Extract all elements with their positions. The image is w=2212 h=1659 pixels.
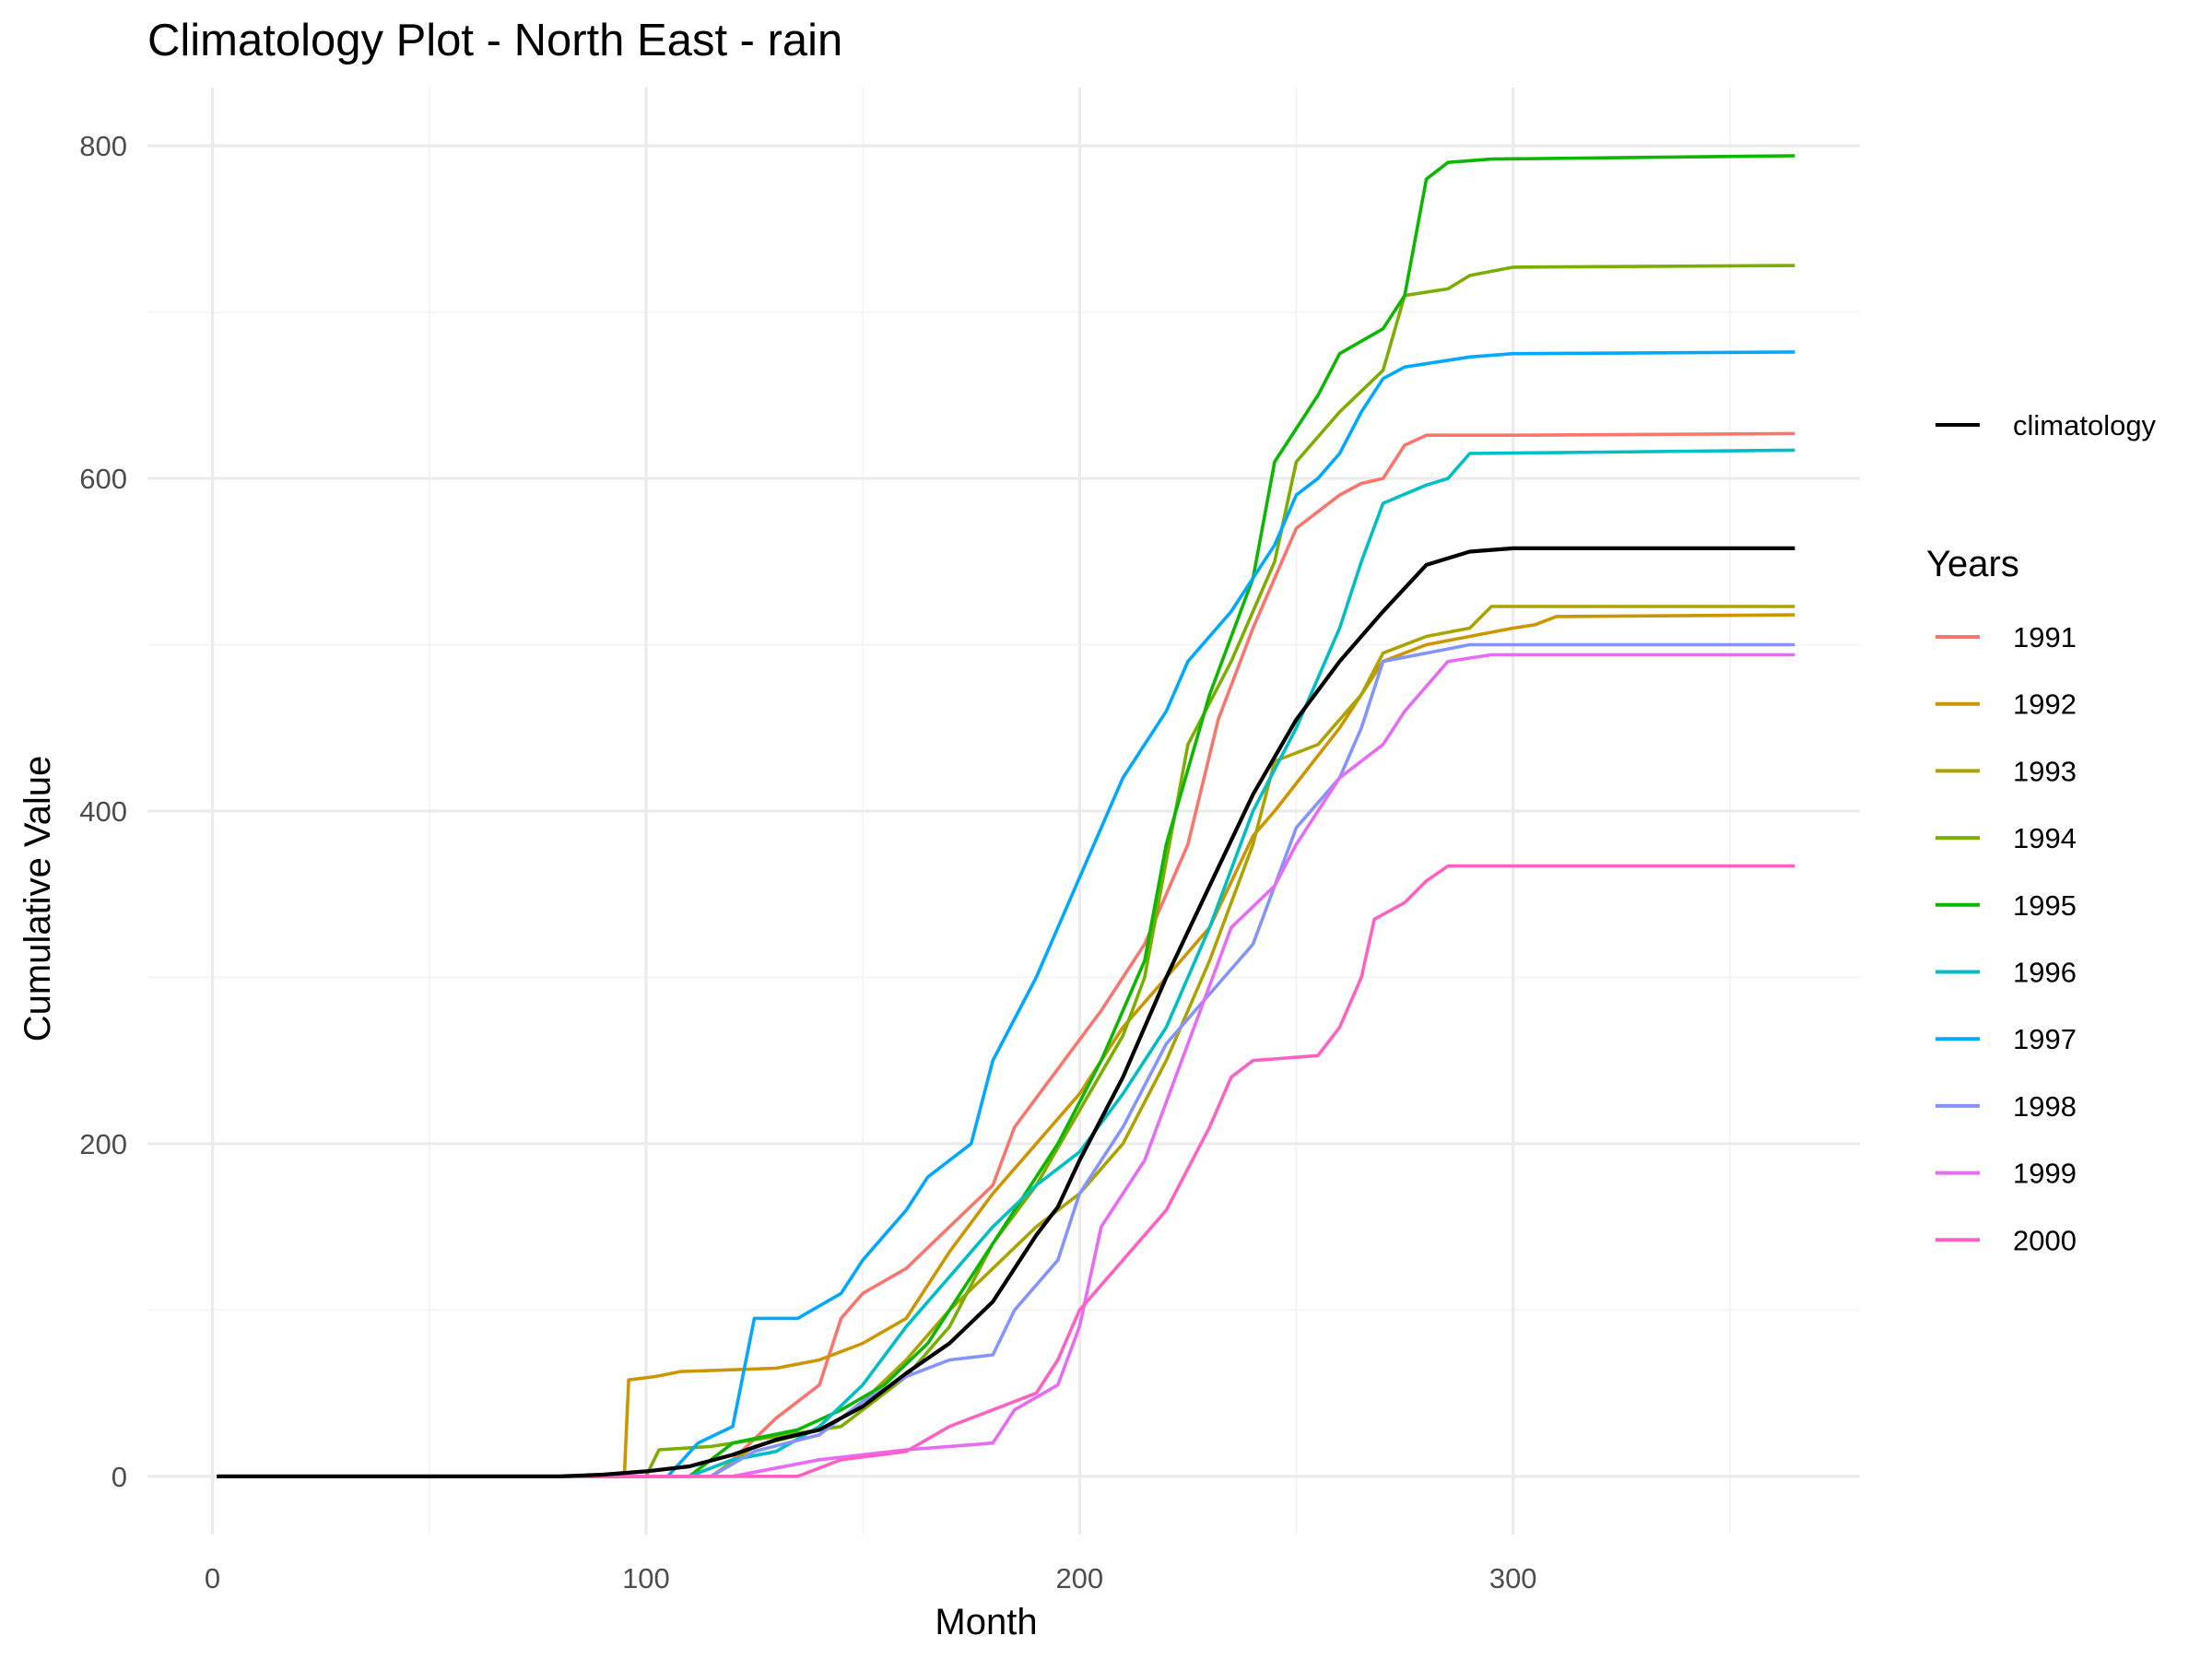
legend-label-1999: 1999 xyxy=(2013,1158,2077,1190)
y-tick-label: 600 xyxy=(79,463,127,495)
y-tick-label: 200 xyxy=(79,1128,127,1160)
legend-label-1998: 1998 xyxy=(2013,1090,2077,1123)
legend-label-1991: 1991 xyxy=(2013,621,2077,653)
grid xyxy=(147,88,1860,1535)
legend-label-1992: 1992 xyxy=(2013,688,2077,721)
series-line-1991 xyxy=(217,431,1795,1478)
y-tick-label: 800 xyxy=(79,130,127,162)
chart-title: Climatology Plot - North East - rain xyxy=(147,16,842,65)
x-axis-ticks: 0 100 200 300 xyxy=(205,1562,1537,1594)
y-tick-label: 400 xyxy=(79,795,127,828)
series-line-1997 xyxy=(217,350,1795,1478)
x-tick-label: 300 xyxy=(1489,1562,1537,1594)
legend-label-1994: 1994 xyxy=(2013,822,2077,854)
legend: climatology Years 1991199219931994199519… xyxy=(1926,409,2157,1256)
series-line-1999 xyxy=(217,653,1795,1478)
series-line-1992 xyxy=(217,613,1795,1478)
legend-climatology-label: climatology xyxy=(2013,409,2157,441)
legend-label-1993: 1993 xyxy=(2013,755,2077,787)
legend-title: Years xyxy=(1926,544,2019,584)
y-axis-ticks: 0 200 400 600 800 xyxy=(79,130,127,1493)
legend-label-1997: 1997 xyxy=(2013,1023,2077,1055)
legend-label-1996: 1996 xyxy=(2013,957,2077,989)
series-line-2000 xyxy=(217,864,1795,1478)
series-lines xyxy=(217,154,1795,1478)
x-axis-title: Month xyxy=(935,1602,1037,1642)
legend-label-1995: 1995 xyxy=(2013,889,2077,922)
series-line-1996 xyxy=(217,448,1795,1478)
series-line-1998 xyxy=(217,642,1795,1478)
y-tick-label: 0 xyxy=(112,1461,127,1493)
x-tick-label: 200 xyxy=(1055,1562,1103,1594)
x-tick-label: 0 xyxy=(205,1562,220,1594)
series-line-climatology xyxy=(217,546,1795,1478)
legend-label-2000: 2000 xyxy=(2013,1224,2077,1256)
y-axis-title: Cumulative Value xyxy=(18,756,58,1042)
series-line-1994 xyxy=(217,264,1795,1478)
x-tick-label: 100 xyxy=(622,1562,670,1594)
series-line-1993 xyxy=(217,605,1795,1478)
legend-items: 1991 1992 1993 1994 1995 1996 1997 1998 1999 2000 xyxy=(1936,621,2077,1256)
